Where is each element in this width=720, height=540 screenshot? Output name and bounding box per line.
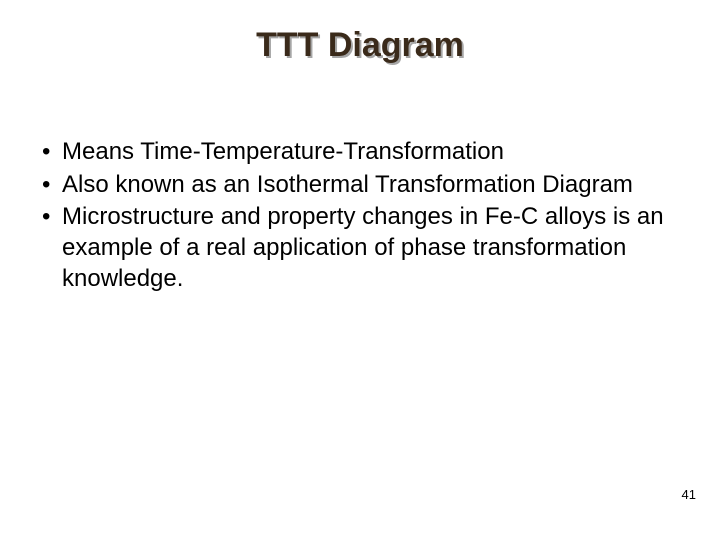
list-item: Also known as an Isothermal Transformati…	[40, 170, 680, 201]
page-number: 41	[682, 487, 696, 502]
slide: TTT Diagram Means Time-Temperature-Trans…	[0, 0, 720, 540]
page-title: TTT Diagram	[40, 26, 680, 65]
bullet-list: Means Time-Temperature-Transformation Al…	[40, 137, 680, 295]
list-item: Microstructure and property changes in F…	[40, 202, 680, 294]
list-item: Means Time-Temperature-Transformation	[40, 137, 680, 168]
